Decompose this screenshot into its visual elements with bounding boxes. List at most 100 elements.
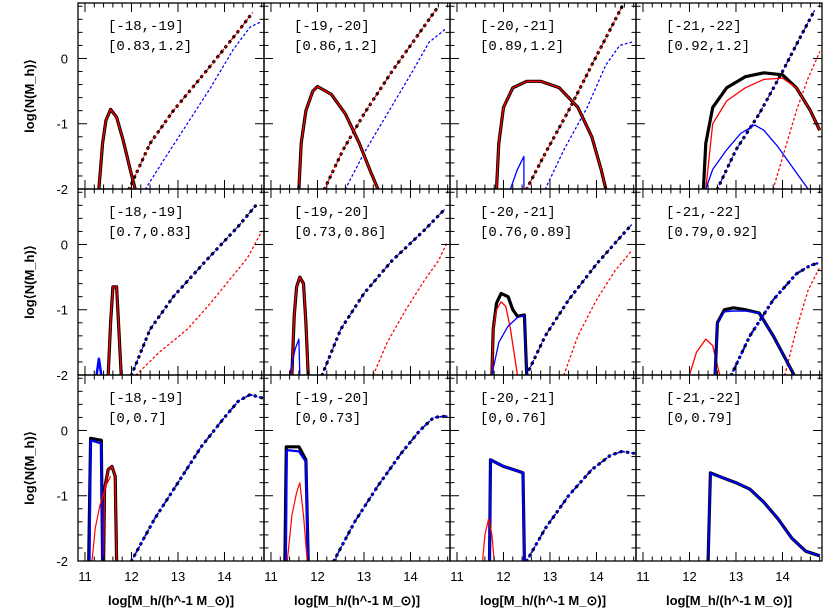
series-line-2 xyxy=(344,28,447,189)
panel-0-3: [-21,-22] [0.92,1.2] xyxy=(635,2,823,190)
panel-mag-label: [-18,-19] xyxy=(108,391,184,407)
series-line-5 xyxy=(95,357,103,375)
panel-2-0: [-18,-19] [0,0.7] -2 -1 0 log⟨N(M_h)⟩ 11 12 13 14… xyxy=(22,374,265,608)
panel-curves xyxy=(701,7,822,189)
panel-1-2: [-20,-21] [0.76,0.89] xyxy=(449,188,637,376)
x-tick-label: 12 xyxy=(310,569,324,584)
panel-mag-label: [-20,-21] xyxy=(480,205,556,221)
x-tick-label: 12 xyxy=(682,569,696,584)
series-line-5 xyxy=(509,155,525,189)
series-line-1 xyxy=(332,415,449,561)
x-tick-label: 13 xyxy=(357,569,371,584)
x-axis-label: log[M_h/(h^-1 M_⊙)] xyxy=(294,593,420,608)
y-tick-label: -2 xyxy=(56,182,68,197)
series-line-1 xyxy=(323,8,437,189)
panel-curves xyxy=(494,4,633,189)
panel-curves xyxy=(688,261,822,375)
series-line-1 xyxy=(130,393,263,561)
series-line-2 xyxy=(772,51,821,189)
panel-color-label: [0.86,1.2] xyxy=(294,39,378,55)
panel-mag-label: [-21,-22] xyxy=(666,391,742,407)
x-tick-label: 11 xyxy=(78,569,92,584)
series-line-0 xyxy=(525,223,633,375)
series-line-5 xyxy=(288,338,301,375)
series-line-0 xyxy=(729,261,822,375)
x-tick-label: 13 xyxy=(543,569,557,584)
series-line-1 xyxy=(128,12,254,189)
series-line-3 xyxy=(494,79,608,189)
x-tick-label: 13 xyxy=(171,569,185,584)
panel-curves xyxy=(87,393,264,561)
panel-2-1: [-19,-20] [0,0.73] 11 12 13 14 log[M_h/(h^-1 M… xyxy=(263,374,451,608)
panel-mag-label: [-20,-21] xyxy=(480,391,556,407)
series-line-4 xyxy=(491,301,519,375)
x-tick-label: 14 xyxy=(217,569,231,584)
series-line-5 xyxy=(705,124,809,189)
series-line-4 xyxy=(107,286,122,375)
panel-mag-label: [-20,-21] xyxy=(480,19,556,35)
panel-curves xyxy=(95,202,263,375)
panel-mag-label: [-21,-22] xyxy=(666,205,742,221)
series-line-3 xyxy=(97,107,137,189)
y-tick-label: -1 xyxy=(56,117,68,132)
series-line-2 xyxy=(563,250,633,375)
x-axis-label: log[M_h/(h^-1 M_⊙)] xyxy=(666,593,792,608)
series-line-4 xyxy=(705,77,821,189)
panel-color-label: [0,0.76] xyxy=(480,411,547,427)
panel-color-label: [0.92,1.2] xyxy=(666,39,750,55)
y-axis-label: log⟨N(M_h)⟩ xyxy=(22,245,37,319)
panel-2-2: [-20,-21] [0,0.76] 11 12 13 14 log[M_h/(h^-1 M… xyxy=(449,374,637,608)
x-tick-label: 14 xyxy=(589,569,603,584)
y-tick-label: 0 xyxy=(61,423,68,438)
y-axis-label: log⟨N(M_h)⟩ xyxy=(22,59,37,133)
x-tick-label: 11 xyxy=(264,569,278,584)
series-line-4 xyxy=(298,85,379,189)
panel-color-label: [0.79,0.92] xyxy=(666,225,758,241)
panel-2-3: [-21,-22] [0,0.79] 11 12 13 14 log[M_h/(h^-1 M… xyxy=(635,374,823,608)
series-line-4 xyxy=(102,465,118,561)
x-tick-label: 12 xyxy=(124,569,138,584)
panel-curves xyxy=(97,11,261,189)
series-line-0 xyxy=(320,207,447,375)
y-tick-label: 0 xyxy=(61,51,68,66)
panel-mag-label: [-18,-19] xyxy=(108,19,184,35)
panel-color-label: [0,0.73] xyxy=(294,411,361,427)
panel-curves xyxy=(283,414,450,561)
series-line-4 xyxy=(286,482,308,561)
series-line-3 xyxy=(490,291,529,375)
panel-0-1: [-19,-20] [0.86,1.2] xyxy=(263,2,451,190)
x-tick-label: 11 xyxy=(636,569,650,584)
series-line-0 xyxy=(322,7,438,189)
panel-mag-label: [-19,-20] xyxy=(294,205,370,221)
panel-mag-label: [-19,-20] xyxy=(294,391,370,407)
series-line-2 xyxy=(144,21,261,189)
series-line-1 xyxy=(716,8,816,189)
panel-curves xyxy=(297,7,447,189)
series-line-2 xyxy=(283,445,310,561)
panel-curves xyxy=(288,207,449,375)
series-line-2 xyxy=(372,240,449,375)
x-tick-label: 13 xyxy=(729,569,743,584)
series-line-2 xyxy=(544,41,633,189)
series-line-4 xyxy=(495,80,607,189)
y-axis-label: log⟨N(M_h)⟩ xyxy=(22,431,37,505)
series-line-4 xyxy=(291,276,309,375)
panel-curves xyxy=(706,471,821,561)
panel-mag-label: [-19,-20] xyxy=(294,19,370,35)
series-line-1 xyxy=(707,472,820,561)
panel-1-3: [-21,-22] [0.79,0.92] xyxy=(635,188,823,376)
series-line-5 xyxy=(491,314,528,375)
series-line-6 xyxy=(91,475,112,561)
x-tick-label: 11 xyxy=(450,569,464,584)
panel-frame xyxy=(635,374,823,562)
series-line-3 xyxy=(297,84,380,189)
y-tick-label: 0 xyxy=(61,237,68,252)
panel-mag-label: [-18,-19] xyxy=(108,205,184,221)
panel-1-0: [-18,-19] [0.7,0.83] -2 -1 0 log⟨N(M_h)⟩ xyxy=(22,188,265,383)
series-line-3 xyxy=(284,449,310,561)
y-tick-label: -2 xyxy=(56,554,68,569)
series-line-0 xyxy=(525,449,636,561)
series-line-2 xyxy=(784,266,821,375)
panel-1-1: [-19,-20] [0.73,0.86] xyxy=(263,188,451,376)
series-line-3 xyxy=(488,458,526,561)
